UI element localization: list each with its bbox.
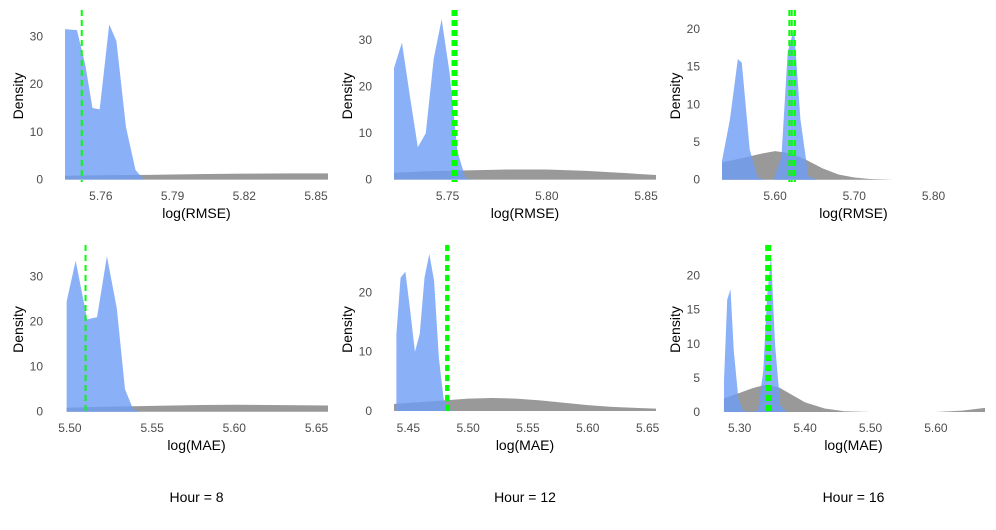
y-tick-label: 10 (687, 97, 701, 111)
posterior-density-area (723, 255, 787, 412)
y-tick-label: 15 (687, 60, 701, 74)
x-axis-title: log(RMSE) (819, 205, 887, 221)
x-tick-label: 5.60 (763, 189, 787, 203)
plot-area (66, 245, 328, 414)
y-tick-label: 0 (693, 405, 700, 419)
panel-mae-8: 0 10 20 30 5.50 5.55 5.60 5.65 log(MAE) Density (10, 245, 328, 453)
y-tick-label: 0 (693, 173, 700, 187)
x-tick-label: 5.50 (58, 421, 82, 435)
y-tick-label: 10 (30, 360, 44, 374)
y-tick-label: 20 (359, 285, 373, 299)
x-tick-label: 5.60 (576, 421, 600, 435)
y-axis-title: Density (339, 73, 355, 120)
plot-area (65, 10, 328, 182)
x-tick-label: 5.60 (924, 421, 948, 435)
panel-rmse-16: 0 5 10 15 20 5.60 5.70 5.80 log(RMSE) Density (667, 10, 985, 221)
x-tick-label: 5.85 (304, 189, 328, 203)
y-tick-label: 10 (687, 337, 701, 351)
y-tick-label: 30 (30, 29, 44, 43)
x-tick-label: 5.80 (922, 189, 946, 203)
panel-mae-12: 0 10 20 5.45 5.50 5.55 5.60 5.65 log(MAE) Density (339, 245, 660, 453)
x-tick-label: 5.85 (634, 189, 658, 203)
x-axis-title: log(MAE) (824, 437, 882, 453)
panel-rmse-8: 0 10 20 30 5.76 5.79 5.82 5.85 log(RMSE) Density (10, 10, 328, 221)
prior-density-area (394, 397, 656, 412)
y-tick-label: 5 (693, 371, 700, 385)
x-tick-label: 5.65 (305, 421, 329, 435)
y-axis-title: Density (667, 73, 683, 120)
y-tick-label: 20 (687, 22, 701, 36)
x-tick-label: 5.82 (233, 189, 257, 203)
y-tick-label: 20 (687, 269, 701, 283)
hour-label: Hour = 8 (169, 489, 223, 505)
x-tick-label: 5.76 (89, 189, 113, 203)
posterior-density-area (394, 19, 482, 180)
y-tick-label: 0 (36, 173, 43, 187)
plot-area (722, 10, 985, 182)
x-tick-label: 5.60 (223, 421, 247, 435)
y-axis-title: Density (339, 306, 355, 353)
x-tick-label: 5.40 (793, 421, 817, 435)
y-tick-label: 20 (30, 77, 44, 91)
y-tick-label: 0 (36, 405, 43, 419)
hour-label: Hour = 16 (823, 489, 885, 505)
plot-area (394, 10, 656, 182)
y-tick-label: 10 (30, 125, 44, 139)
x-axis-title: log(MAE) (496, 437, 554, 453)
posterior-density-area (65, 24, 144, 180)
x-tick-label: 5.65 (636, 421, 660, 435)
posterior-density-area (66, 256, 140, 412)
plot-area (394, 245, 656, 414)
y-tick-label: 0 (365, 173, 372, 187)
plot-area (723, 245, 985, 414)
y-axis-title: Density (10, 73, 26, 120)
x-tick-label: 5.50 (859, 421, 883, 435)
y-tick-label: 30 (359, 33, 373, 47)
y-tick-label: 15 (687, 303, 701, 317)
y-axis-title: Density (10, 306, 26, 353)
y-tick-label: 20 (359, 80, 373, 94)
y-tick-label: 10 (359, 345, 373, 359)
y-tick-label: 30 (30, 270, 44, 284)
x-tick-label: 5.45 (397, 421, 421, 435)
x-tick-label: 5.50 (456, 421, 480, 435)
y-tick-label: 20 (30, 315, 44, 329)
y-tick-label: 0 (365, 404, 372, 418)
x-tick-label: 5.80 (535, 189, 559, 203)
y-tick-label: 5 (693, 135, 700, 149)
x-axis-title: log(RMSE) (162, 205, 230, 221)
panel-rmse-12: 0 10 20 30 5.75 5.80 5.85 log(RMSE) Density (339, 10, 658, 221)
prior-density-area (722, 151, 985, 180)
x-tick-label: 5.75 (436, 189, 460, 203)
x-tick-label: 5.30 (728, 421, 752, 435)
posterior-density-area (396, 253, 472, 412)
x-axis-title: log(MAE) (167, 437, 225, 453)
panel-mae-16: 0 5 10 15 20 5.30 5.40 5.50 5.60 log(MAE) Density (667, 245, 985, 453)
hour-label: Hour = 12 (494, 489, 556, 505)
y-axis-title: Density (667, 306, 683, 353)
y-tick-label: 10 (359, 126, 373, 140)
prior-density-area (723, 384, 985, 412)
x-tick-label: 5.55 (140, 421, 164, 435)
x-axis-title: log(RMSE) (491, 205, 559, 221)
x-tick-label: 5.70 (843, 189, 867, 203)
x-tick-label: 5.55 (516, 421, 540, 435)
x-tick-label: 5.79 (161, 189, 185, 203)
